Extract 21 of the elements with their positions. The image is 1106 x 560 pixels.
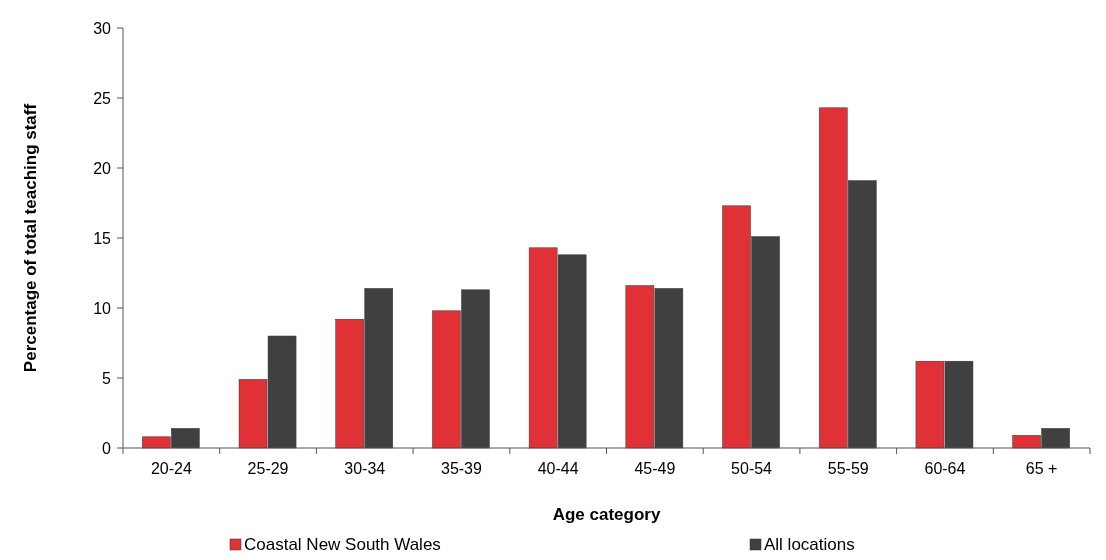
x-tick-label: 20-24 — [150, 460, 192, 477]
x-tick-label: 50-54 — [731, 460, 773, 477]
x-tick-label: 65 + — [1025, 460, 1058, 477]
x-tick-label: 30-34 — [344, 460, 386, 477]
y-tick-label: 10 — [93, 299, 112, 317]
x-tick-label: 55-59 — [827, 460, 869, 477]
y-tick-label: 25 — [93, 89, 112, 107]
y-tick-label: 20 — [93, 159, 112, 177]
legend-label: Coastal New South Wales — [244, 535, 441, 554]
x-tick-label: 35-39 — [440, 460, 483, 477]
x-tick-label: 60-64 — [924, 460, 966, 477]
x-axis-title: Age category — [552, 505, 661, 524]
y-tick-label: 15 — [93, 229, 112, 247]
x-tick-label: 25-29 — [247, 460, 289, 477]
x-tick-label: 40-44 — [537, 460, 579, 477]
legend-label: All locations — [764, 535, 855, 554]
y-tick-label: 5 — [102, 369, 112, 387]
y-axis-title: Percentage of total teaching staff — [21, 103, 40, 373]
x-tick-label: 45-49 — [634, 460, 676, 477]
y-tick-label: 0 — [102, 439, 112, 457]
y-tick-label: 30 — [93, 19, 112, 37]
